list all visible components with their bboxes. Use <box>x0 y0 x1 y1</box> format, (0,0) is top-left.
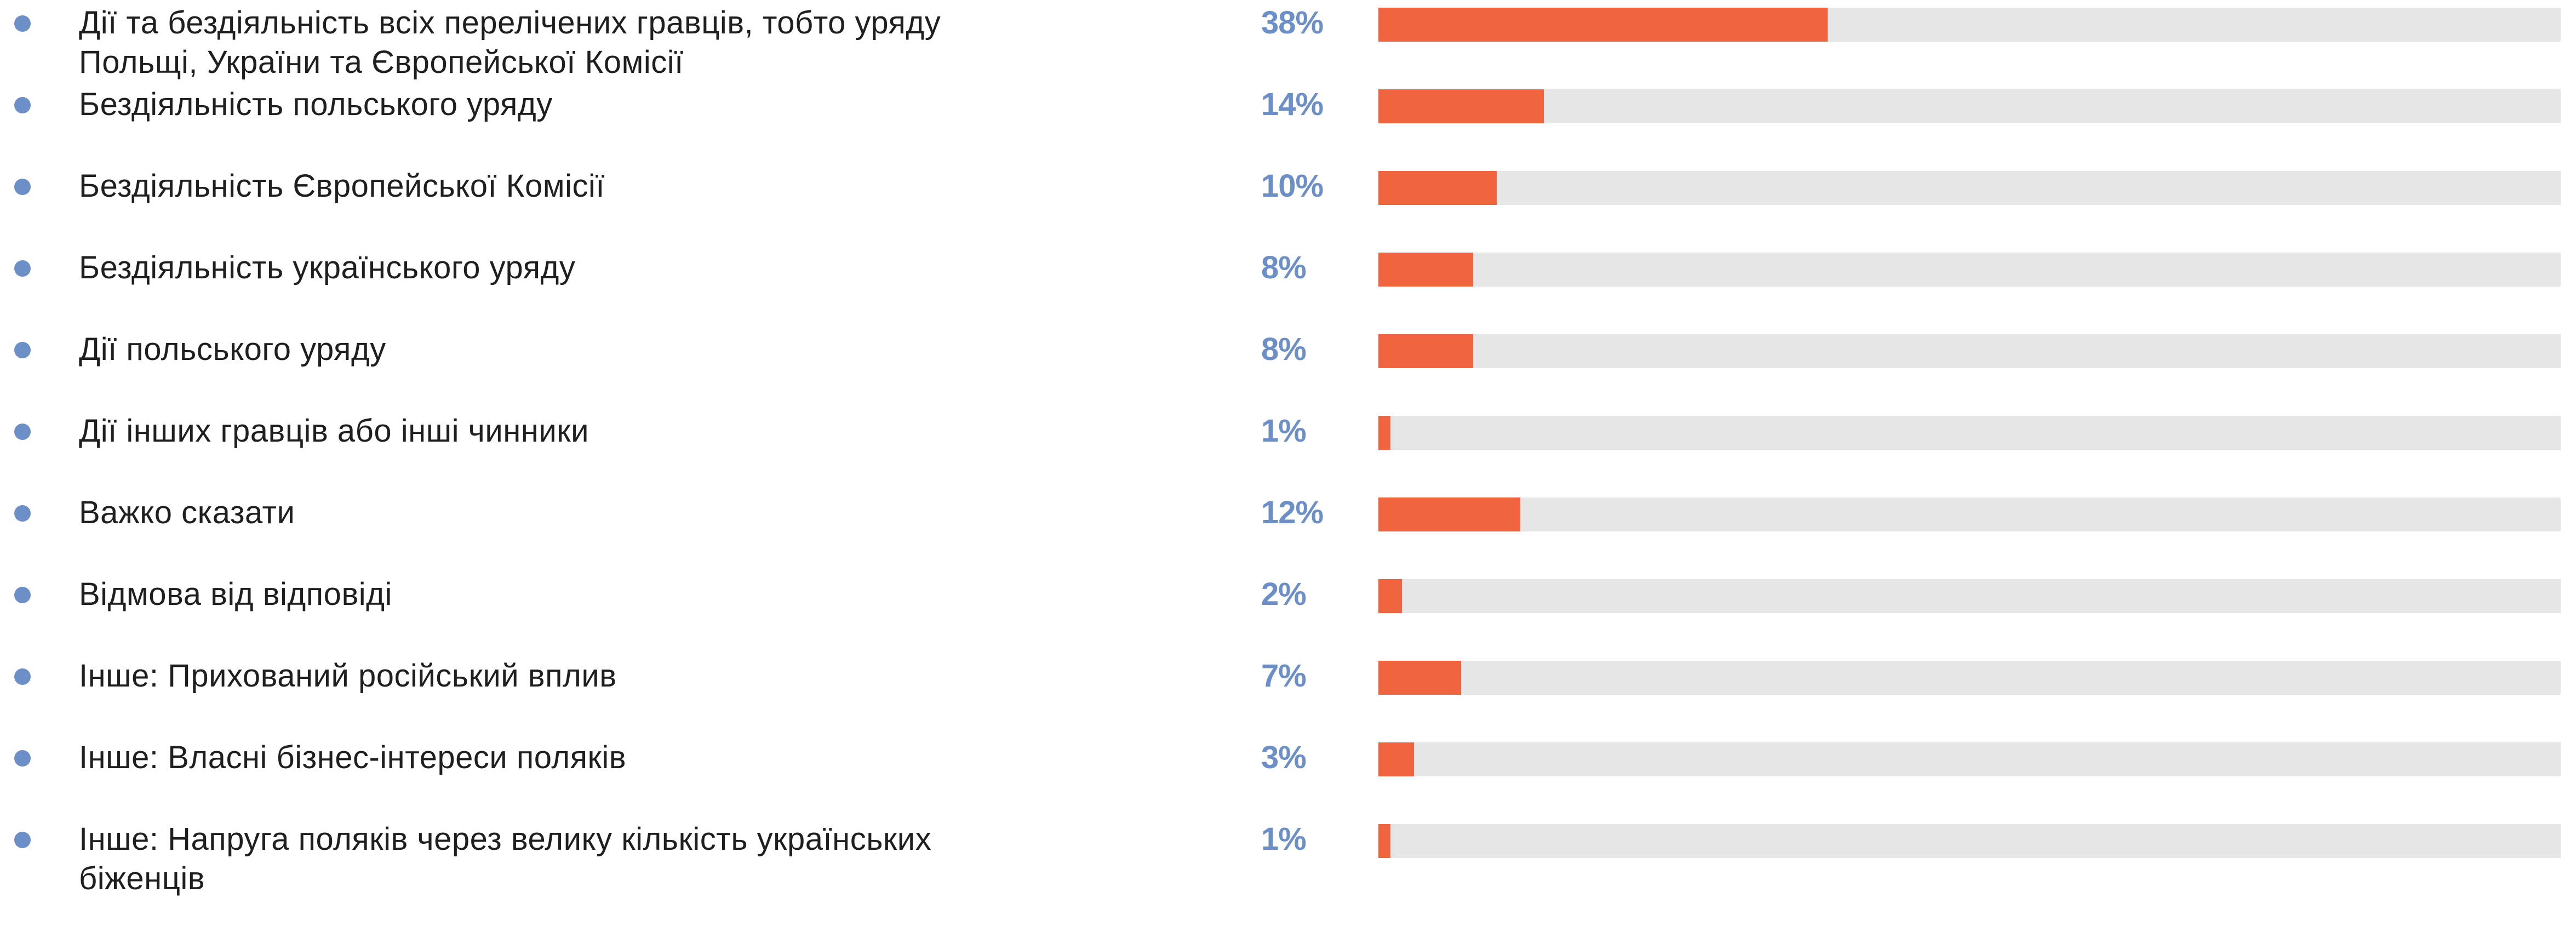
bullet-dot-icon <box>14 342 31 358</box>
category-label: Інше: Власні бізнес-інтереси поляків <box>79 740 627 775</box>
bar-track <box>1378 8 2561 42</box>
bar <box>1378 89 1544 123</box>
value-label: 7% <box>1261 658 1307 694</box>
bullet-dot-icon <box>14 668 31 685</box>
bullet-dot-icon <box>14 15 31 32</box>
bar <box>1378 334 1473 368</box>
bullet-dot-icon <box>14 832 31 848</box>
bullet-dot-icon <box>14 260 31 277</box>
bar <box>1378 579 1402 613</box>
value-label: 1% <box>1261 413 1307 449</box>
bar-track <box>1378 171 2561 205</box>
bar <box>1378 253 1473 287</box>
value-label: 3% <box>1261 740 1307 775</box>
category-label: Бездіяльність Європейської Комісії <box>79 168 605 204</box>
bar-track <box>1378 334 2561 368</box>
bullet-dot-icon <box>14 505 31 522</box>
category-label: Інше: Прихований російський вплив <box>79 658 617 694</box>
bullet-dot-icon <box>14 587 31 603</box>
bar <box>1378 661 1461 695</box>
bar-track <box>1378 253 2561 287</box>
bar-track <box>1378 661 2561 695</box>
bullet-dot-icon <box>14 179 31 195</box>
category-label: Дії та бездіяльність всіх перелічених гр… <box>79 5 941 80</box>
category-label: Важко сказати <box>79 495 295 530</box>
bar-track <box>1378 497 2561 531</box>
bar <box>1378 171 1497 205</box>
value-label: 2% <box>1261 576 1307 612</box>
bullet-dot-icon <box>14 424 31 440</box>
category-label: Дії польського уряду <box>79 331 386 367</box>
value-label: 12% <box>1261 495 1324 530</box>
bar <box>1378 742 1414 776</box>
bar <box>1378 416 1390 450</box>
bar-track <box>1378 824 2561 858</box>
bar <box>1378 8 1828 42</box>
bar-track <box>1378 742 2561 776</box>
value-label: 14% <box>1261 87 1324 122</box>
bullet-dot-icon <box>14 750 31 767</box>
value-label: 8% <box>1261 331 1307 367</box>
value-label: 10% <box>1261 168 1324 204</box>
value-label: 8% <box>1261 250 1307 285</box>
category-label: Бездіяльність українського уряду <box>79 250 576 285</box>
category-label: Дії інших гравців або інші чинники <box>79 413 589 449</box>
bar-track <box>1378 579 2561 613</box>
category-label: Відмова від відповіді <box>79 576 392 612</box>
bullet-dot-icon <box>14 97 31 113</box>
bar <box>1378 824 1390 858</box>
value-label: 38% <box>1261 5 1324 41</box>
value-label: 1% <box>1261 821 1307 857</box>
bar <box>1378 497 1520 531</box>
category-label: Бездіяльність польського уряду <box>79 87 553 122</box>
bar-track <box>1378 416 2561 450</box>
category-label: Інше: Напруга поляків через велику кільк… <box>79 821 932 896</box>
bar-track <box>1378 89 2561 123</box>
